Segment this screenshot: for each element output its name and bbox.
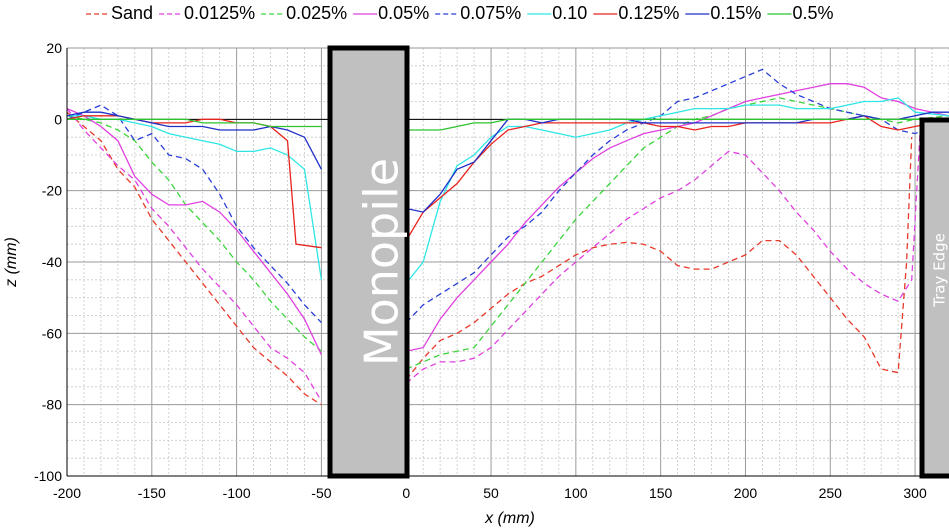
plot-grid: [66, 47, 949, 477]
y-tick-label: -20: [42, 183, 62, 199]
legend: Sand 0.0125% 0.025% 0.05% 0.075% 0.10 0.125% 0.…: [86, 3, 833, 23]
monopile-label: Monopile: [355, 158, 409, 366]
series-0-05-line-left: [66, 108, 322, 355]
series-0-0125-line-right: [405, 129, 921, 384]
y-tick-label: -80: [42, 397, 62, 413]
legend-label: 0.125%: [618, 3, 679, 23]
legend-item: 0.025%: [261, 3, 347, 23]
legend-item: 0.05%: [353, 3, 429, 23]
y-tick-label: -60: [42, 325, 62, 341]
legend-item: 0.15%: [685, 3, 761, 23]
x-tick-label: -50: [311, 485, 331, 501]
series-sand-line-right: [405, 137, 913, 381]
series-0-0125-line-left: [66, 108, 322, 402]
x-axis-label: x (mm): [484, 510, 535, 527]
legend-item: 0.0125%: [159, 3, 255, 23]
legend-item: 0.5%: [767, 3, 833, 23]
x-tick-label: -200: [53, 485, 81, 501]
x-tick-label: -150: [138, 485, 166, 501]
legend-label: 0.10: [552, 3, 587, 23]
legend-item: Sand: [86, 3, 153, 23]
series-0-15-line-left: [66, 111, 322, 170]
series-0-5-line-left: [67, 118, 322, 128]
x-tick-label: 0: [402, 485, 410, 501]
series-0-075-line-left: [66, 104, 322, 324]
series-0-025-line-right: [405, 97, 949, 370]
legend-label: 0.075%: [460, 3, 521, 23]
x-tick-label: 50: [483, 485, 499, 501]
legend-label: 0.5%: [792, 3, 833, 23]
legend-item: 0.10: [527, 3, 587, 23]
series-0-15-line-right: [406, 111, 949, 213]
x-tick-label: 150: [649, 485, 673, 501]
legend-label: 0.05%: [378, 3, 429, 23]
y-tick-label: 20: [46, 40, 62, 56]
x-tick-label: 250: [819, 485, 843, 501]
series-0-125-line-left: [66, 115, 322, 249]
legend-item: 0.125%: [593, 3, 679, 23]
y-axis-label: z (mm): [3, 237, 20, 288]
legend-label: 0.0125%: [184, 3, 255, 23]
legend-item: 0.075%: [435, 3, 521, 23]
legend-label: 0.025%: [286, 3, 347, 23]
series-0-05-line-right: [406, 83, 949, 352]
tray-edge-label: Tray Edge: [931, 233, 949, 308]
y-tick-label: -40: [42, 254, 62, 270]
series-0-025-line-left: [66, 115, 322, 352]
series-0-10-line-left: [67, 115, 323, 280]
series-layer: [66, 68, 949, 406]
x-tick-label: 300: [903, 485, 927, 501]
legend-label: 0.15%: [710, 3, 761, 23]
x-tick-label: 100: [564, 485, 588, 501]
series-0-075-line-right: [405, 68, 949, 324]
series-0-125-line-right: [405, 115, 933, 241]
x-tick-label: -100: [223, 485, 251, 501]
series-0-5-line-right: [406, 118, 949, 131]
axes-layer: -200 -150 -100 -50 0 50 100 150 200 250 300-100-80…: [34, 40, 949, 501]
series-sand-line-left: [66, 111, 322, 406]
series-0-10-line-right: [405, 97, 949, 284]
y-tick-label: 0: [54, 111, 62, 127]
y-tick-label: -100: [34, 468, 62, 484]
legend-label: Sand: [111, 3, 153, 23]
x-tick-label: 200: [734, 485, 758, 501]
